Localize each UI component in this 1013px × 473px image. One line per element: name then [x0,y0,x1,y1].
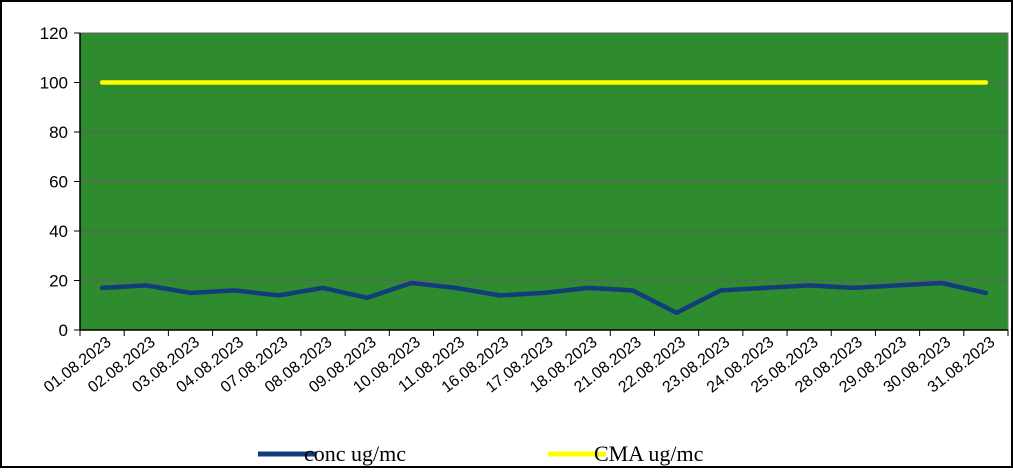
data-point [144,81,148,84]
data-point [188,291,192,295]
y-tick-label: 100 [40,74,68,93]
data-point [719,288,723,292]
data-point [409,81,413,84]
y-axis-ticks: 0 20 40 60 80 100 120 [40,24,80,340]
data-point [498,81,502,84]
series-0 [99,280,989,315]
data-point [365,296,369,300]
data-point [940,81,944,84]
data-point [542,81,546,84]
legend-label: conc ug/mc [304,441,406,466]
data-point [851,81,855,84]
data-point [586,286,590,290]
y-tick-label: 120 [40,24,68,43]
data-point [763,81,767,84]
y-tick-label: 20 [49,272,68,291]
data-point [807,283,811,287]
data-point [896,81,900,84]
data-point [807,81,811,84]
data-point [188,81,192,84]
data-point [630,81,634,84]
data-point [630,288,634,292]
data-point [321,81,325,84]
data-point [542,291,546,295]
y-tick-label: 0 [59,321,68,340]
data-point [675,81,679,84]
data-point [277,81,281,84]
data-point [100,286,104,290]
data-point [675,311,679,315]
data-point [940,281,944,285]
data-point [851,286,855,290]
data-point [233,81,237,84]
y-tick-label: 60 [49,173,68,192]
data-point [454,286,458,290]
data-point [409,281,413,285]
data-point [365,81,369,84]
legend-label: CMA ug/mc [594,441,704,466]
data-point [100,81,104,84]
data-point [277,293,281,297]
data-point [896,283,900,287]
series [99,80,989,315]
data-point [763,286,767,290]
data-point [144,283,148,287]
series-1 [99,80,989,85]
legend: conc ug/mc CMA ug/mc [258,441,704,466]
data-point [454,81,458,84]
data-point [321,286,325,290]
data-point [233,288,237,292]
y-tick-label: 40 [49,222,68,241]
data-point [498,293,502,297]
data-point [984,81,988,84]
y-tick-label: 80 [49,123,68,142]
data-point [984,291,988,295]
data-point [719,81,723,84]
data-point [586,81,590,84]
